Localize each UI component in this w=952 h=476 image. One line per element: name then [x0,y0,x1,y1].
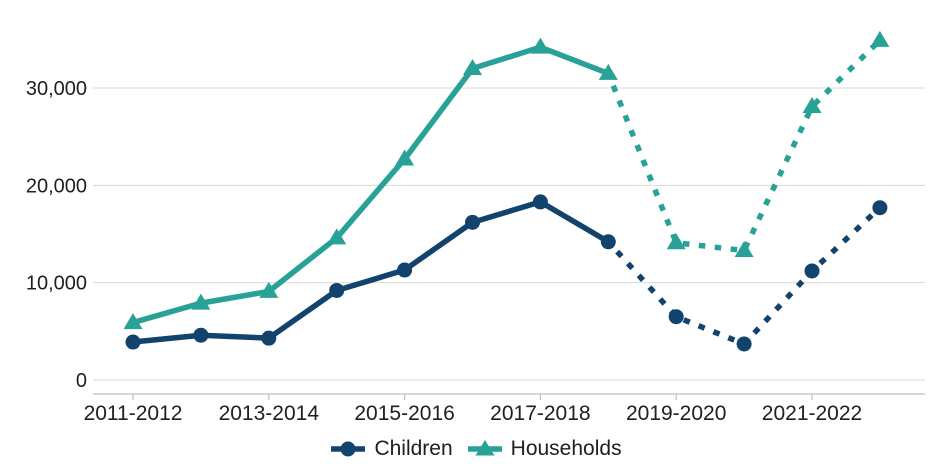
children-data-point-marker [600,234,616,250]
line-chart: 0 10,000 20,000 30,000 2011-2012 2013-2014 201… [26,30,925,425]
children-data-point-marker [668,309,684,325]
households-data-point-marker [802,97,822,114]
households-data-point-marker [598,63,618,80]
legend-label-households: Households [510,437,622,460]
legend-item-households: Households [467,437,622,461]
children-data-point-marker [532,194,548,210]
children-data-point-marker [193,327,209,343]
children-data-point-marker [804,263,820,279]
x-tick-label: 2019-2020 [626,402,726,425]
children-series-marker-icon [331,441,366,457]
households-data-point-marker [463,59,482,76]
x-tick-label: 2013-2014 [219,402,320,425]
children-data-point-marker [329,282,345,298]
households-data-point-marker [666,233,686,250]
children-data-point-marker [261,330,277,346]
y-tick-label: 20,000 [26,175,87,197]
children-data-point-marker [125,334,141,350]
children-data-point-marker [397,262,413,278]
households-data-point-marker [870,30,890,47]
x-tick-label: 2011-2012 [84,402,183,425]
y-tick-label: 0 [76,370,87,392]
households-series-marker-icon [467,440,502,456]
x-tick-label: 2015-2016 [354,402,454,425]
legend-item-children: Children [330,437,453,461]
households-data-point-marker [530,37,550,54]
households-line-solid [132,44,610,326]
y-tick-label: 10,000 [26,273,87,295]
households-data-point-marker [259,281,279,298]
children-line-dotted [604,203,884,347]
households-data-point-marker [327,228,347,245]
y-tick-label: 30,000 [26,78,87,100]
households-data-point-marker [123,313,143,330]
children-data-point-marker [465,214,480,230]
households-data-point-marker [395,149,415,166]
households-data-point-marker [191,293,211,310]
households-line-dotted [604,36,884,254]
legend: Children Households [0,434,952,464]
x-tick-label: 2017-2018 [490,402,590,425]
children-line-solid [132,199,610,345]
households-data-point-marker [734,241,754,258]
legend-label-children: Children [374,437,453,460]
x-tick-label: 2021-2022 [762,402,862,425]
children-data-point-marker [872,200,888,216]
children-data-point-marker [736,336,752,352]
